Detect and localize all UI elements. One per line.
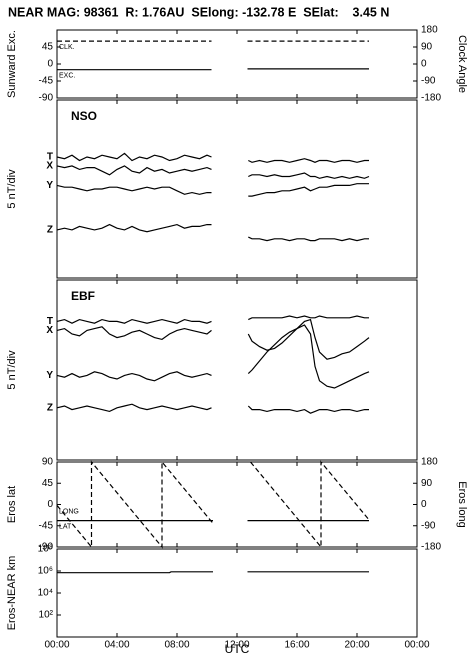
series-label: X (46, 161, 53, 172)
data-line (56, 318, 212, 324)
y-axis-label: Eros-NEAR km (6, 556, 18, 631)
y-tick-label: 90 (42, 457, 54, 468)
x-tick-label: 20:00 (344, 640, 369, 651)
data-line (250, 460, 370, 549)
panel-frame (56, 99, 418, 279)
series-label: Z (47, 225, 53, 236)
y2-tick-label: 90 (421, 478, 433, 489)
y-tick-label: -90 (39, 542, 54, 553)
y-tick-label: 0 (47, 499, 53, 510)
series-label: T (47, 152, 53, 163)
y2-tick-label: 180 (421, 457, 438, 468)
series-label: Y (46, 180, 53, 191)
series-label: CLK. (59, 44, 75, 51)
data-line (248, 183, 369, 197)
y-tick-label: 10⁶ (38, 566, 53, 577)
data-line (247, 324, 370, 389)
y2-tick-label: -180 (421, 542, 441, 553)
x-tick-label: 12:00 (224, 640, 249, 651)
data-line (56, 223, 212, 233)
y2-tick-label: 0 (421, 499, 427, 510)
y-tick-label: -45 (39, 76, 54, 87)
y2-axis-label: Clock Angle (456, 35, 468, 93)
panel-frame (56, 461, 418, 548)
y-axis-label: Sunward Exc. (6, 30, 18, 98)
y-axis-label: 5 nT/div (6, 350, 18, 390)
y-tick-label: 45 (42, 478, 54, 489)
data-line (56, 460, 214, 549)
data-line (56, 152, 212, 162)
series-label: LAT (59, 523, 72, 530)
y-axis-label: Eros lat (6, 486, 18, 523)
data-line (248, 236, 369, 242)
data-line (248, 315, 369, 321)
chart-title: NEAR MAG: 98361 R: 1.76AU SElong: -132.7… (8, 5, 389, 19)
series-label: EXC. (59, 73, 75, 80)
y2-tick-label: -180 (421, 93, 441, 104)
series-label: Y (46, 370, 53, 381)
data-line (56, 371, 212, 382)
data-line (56, 326, 212, 341)
data-line (56, 184, 212, 195)
x-tick-label: 00:00 (404, 640, 429, 651)
series-label: Z (47, 402, 53, 413)
y-tick-label: -90 (39, 93, 54, 104)
y-tick-label: 10² (39, 610, 54, 621)
y2-axis-label: Eros long (456, 481, 468, 527)
data-line (248, 172, 370, 179)
x-tick-label: 08:00 (164, 640, 189, 651)
y-tick-label: 0 (47, 59, 53, 70)
y-axis-label: 5 nT/div (6, 169, 18, 209)
y2-tick-label: -90 (421, 520, 436, 531)
series-label: T (47, 316, 53, 327)
y-tick-label: 10⁴ (38, 588, 53, 599)
y-tick-label: 10⁸ (38, 544, 53, 555)
panel-title: NSO (71, 109, 97, 123)
y-tick-label: -45 (39, 520, 54, 531)
y2-tick-label: -90 (421, 76, 436, 87)
data-line (57, 571, 213, 574)
data-line (248, 158, 369, 163)
x-axis-label: UTC (225, 642, 250, 656)
panel-frame (56, 279, 418, 461)
data-line (56, 403, 212, 413)
series-label: LONG (59, 508, 79, 515)
y2-tick-label: 180 (421, 25, 438, 36)
y2-tick-label: 90 (421, 42, 433, 53)
y2-tick-label: 0 (421, 59, 427, 70)
panel-frame (56, 548, 418, 638)
data-line (247, 405, 369, 414)
panel-frame (56, 29, 418, 99)
x-tick-label: 00:00 (44, 640, 69, 651)
x-tick-label: 04:00 (104, 640, 129, 651)
panel-title: EBF (71, 289, 95, 303)
series-label: X (46, 325, 53, 336)
data-line (56, 165, 212, 176)
y-tick-label: 45 (42, 42, 54, 53)
data-line (247, 318, 370, 360)
x-tick-label: 16:00 (284, 640, 309, 651)
